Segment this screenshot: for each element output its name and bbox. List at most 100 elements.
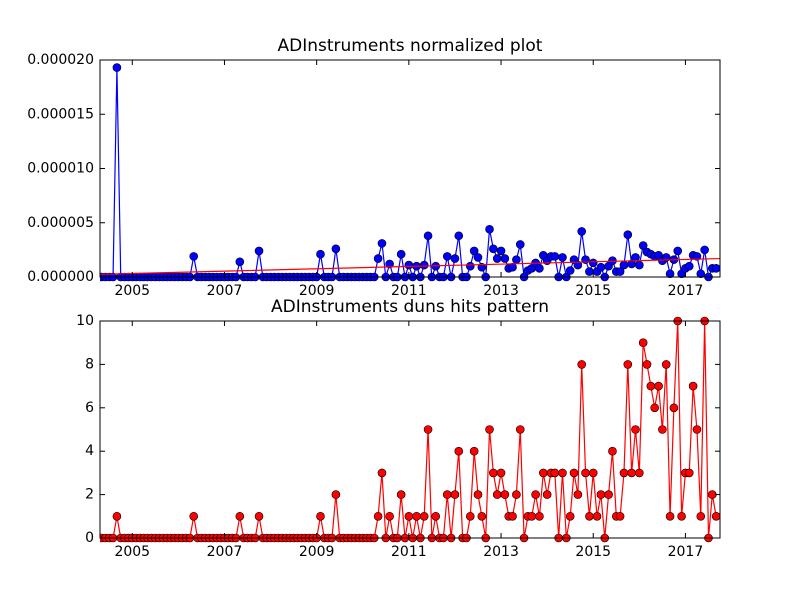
marker [254,511,264,521]
marker [558,468,567,478]
marker [642,360,652,369]
marker [450,254,460,263]
marker [489,468,498,478]
marker [469,246,479,256]
marker [404,511,414,521]
x-tick-label: 2013 [483,283,519,299]
y-tick-label: 8 [85,356,94,372]
marker [623,360,633,369]
marker [711,512,720,521]
marker [565,511,575,521]
marker [515,425,525,434]
marker [684,468,694,478]
axes-frame [99,320,721,539]
marker [596,262,606,272]
chart-title: ADInstruments normalized plot [278,36,543,56]
y-tick-label: 0.000020 [27,52,94,68]
marker [500,254,510,263]
y-tick-label: 0 [85,530,94,546]
marker [608,446,617,456]
y-tick-label: 4 [85,443,94,459]
y-tick-label: 2 [85,487,94,503]
marker [419,511,429,521]
marker [558,253,567,262]
marker [677,511,686,521]
marker [581,468,590,478]
marker [696,511,706,521]
marker [454,231,464,241]
marker [635,260,644,270]
marker [631,253,640,262]
marker [588,468,598,478]
marker [569,468,579,478]
marker [189,511,199,521]
marker [469,446,479,456]
marker [669,403,679,413]
marker [496,468,506,478]
x-tick-label: 2015 [575,283,611,299]
x-tick-label: 2009 [299,283,335,299]
marker [316,511,325,521]
x-tick-label: 2013 [483,544,519,560]
marker [496,246,506,256]
x-tick-label: 2009 [299,544,335,560]
marker [465,261,475,271]
marker [550,468,560,478]
marker [235,257,245,267]
marker [235,511,245,521]
marker [577,227,587,236]
marker [711,264,720,273]
marker [396,249,406,259]
marker [539,468,548,478]
marker [423,231,433,241]
marker [688,381,698,391]
marker [550,252,560,261]
marker [112,63,122,72]
marker [385,259,394,269]
marker [604,490,613,499]
marker [692,252,702,261]
marker [700,245,709,255]
marker [673,246,683,256]
marker [485,425,494,434]
y-tick-label: 6 [85,400,94,416]
marker [684,261,694,271]
marker [646,381,656,391]
marker [500,490,510,499]
marker [596,490,606,499]
marker [112,511,122,521]
marker [619,260,629,270]
y-tick-label: 0.000000 [27,269,94,285]
marker [473,490,483,499]
marker [396,490,406,499]
marker [658,425,667,434]
x-tick-label: 2017 [668,544,704,560]
x-tick-label: 2017 [668,283,704,299]
marker [454,446,464,456]
marker [377,468,387,478]
marker [512,255,521,264]
y-tick-label: 0.000015 [27,106,94,122]
y-tick-label: 0.000005 [27,215,94,231]
marker [515,240,525,249]
marker [512,490,521,499]
marker [331,244,341,254]
y-tick-label: 0.000010 [27,161,94,177]
marker [412,511,421,521]
marker [577,360,587,369]
marker [404,260,414,270]
x-tick-label: 2005 [114,283,150,299]
marker [385,511,394,521]
marker [631,425,640,434]
marker [373,511,383,521]
marker [508,511,517,521]
marker [450,490,460,499]
marker [373,254,383,263]
marker [615,511,625,521]
marker [623,230,633,239]
marker [565,266,575,275]
x-tick-label: 2011 [391,544,427,560]
marker [485,224,494,234]
marker [423,425,433,434]
